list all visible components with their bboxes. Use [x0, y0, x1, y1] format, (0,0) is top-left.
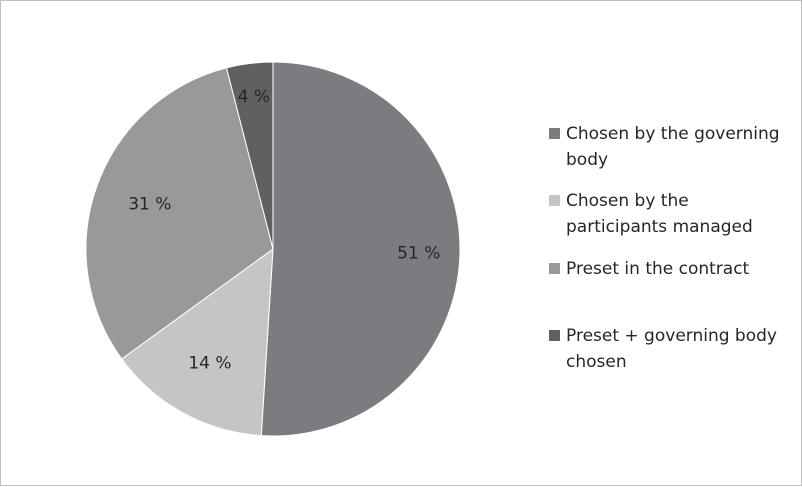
legend-label: Preset in the contract: [566, 259, 750, 279]
slice-data-label: 51 %: [397, 244, 440, 264]
legend-label: Preset + governing body chosen: [566, 326, 777, 372]
pie-slice-2: [121, 247, 274, 437]
slice-data-label: 31 %: [128, 195, 171, 215]
pie-slice-4: [225, 61, 274, 250]
pie-slice-1: [260, 61, 461, 437]
legend-label: Chosen by the governing body: [566, 124, 780, 170]
legend-swatch: [549, 195, 560, 206]
slice-data-label: 14 %: [188, 354, 231, 374]
legend-swatch: [549, 128, 560, 139]
legend-item-participants: Chosen by the participants managed: [549, 188, 794, 240]
legend-item-governing-body: Chosen by the governing body: [549, 121, 794, 173]
pie-slice-3: [85, 67, 274, 360]
legend-label: Chosen by the participants managed: [566, 191, 753, 237]
legend-item-preset-governing: Preset + governing body chosen: [549, 323, 794, 375]
legend-item-preset-contract: Preset in the contract: [549, 256, 794, 282]
legend-swatch: [549, 263, 560, 274]
legend-swatch: [549, 330, 560, 341]
slice-data-label: 4 %: [238, 87, 270, 107]
